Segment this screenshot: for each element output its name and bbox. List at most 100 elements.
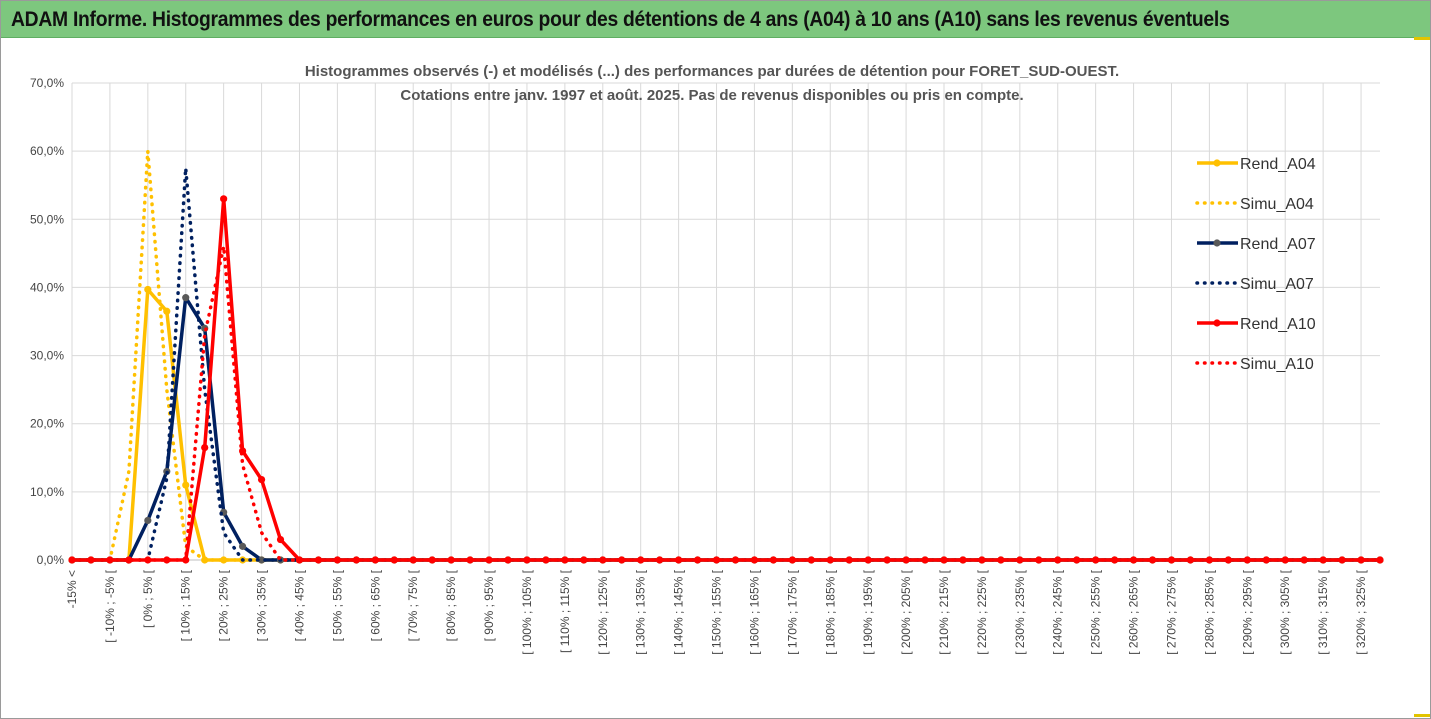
x-tick-label: [ 290% ; 295% [ bbox=[1240, 569, 1254, 654]
data-point bbox=[712, 556, 721, 564]
legend-label: Simu_A10 bbox=[1240, 356, 1314, 373]
data-point bbox=[959, 556, 967, 564]
data-point bbox=[163, 307, 171, 315]
x-tick-label: [ 250% ; 255% [ bbox=[1089, 569, 1103, 654]
data-point bbox=[1281, 556, 1289, 564]
x-tick-label: [ 310% ; 315% [ bbox=[1316, 569, 1330, 654]
data-point bbox=[352, 556, 360, 564]
chart-title: Histogrammes observés (-) et modélisés (… bbox=[305, 63, 1119, 104]
y-tick-label: 10,0% bbox=[30, 485, 64, 499]
legend-label: Rend_A07 bbox=[1240, 236, 1316, 253]
data-point bbox=[201, 443, 209, 452]
series-line-rend-a07 bbox=[72, 295, 1380, 562]
series-line-simu-a10 bbox=[70, 244, 1382, 562]
data-point bbox=[144, 285, 152, 294]
x-tick-label: [ 0% ; 5% [ bbox=[141, 569, 155, 628]
x-tick-label: [ 150% ; 155% [ bbox=[710, 569, 724, 654]
x-tick-label: [ 270% ; 275% [ bbox=[1164, 569, 1178, 654]
x-tick-label: [ 20% ; 25% [ bbox=[217, 569, 231, 641]
x-tick-label: [ 60% ; 65% [ bbox=[368, 569, 382, 641]
data-point bbox=[921, 556, 929, 564]
x-tick-label: [ 70% ; 75% [ bbox=[406, 569, 420, 641]
x-tick-label: [ 120% ; 125% [ bbox=[596, 569, 610, 654]
data-point bbox=[466, 556, 474, 564]
y-tick-label: 30,0% bbox=[30, 349, 64, 363]
data-point bbox=[239, 542, 247, 550]
y-tick-label: 20,0% bbox=[30, 417, 64, 431]
data-point bbox=[314, 556, 323, 564]
data-point bbox=[504, 556, 512, 564]
x-tick-label: [ 140% ; 145% [ bbox=[672, 569, 686, 654]
data-point bbox=[750, 556, 759, 564]
x-tick-label: [ 30% ; 35% [ bbox=[255, 569, 269, 641]
x-tick-label: [ 50% ; 55% [ bbox=[330, 569, 344, 641]
x-tick-label: [ 280% ; 285% [ bbox=[1202, 569, 1216, 654]
data-point bbox=[1111, 556, 1119, 564]
x-tick-label: [ 210% ; 215% [ bbox=[937, 569, 951, 654]
series-line-rend-a10 bbox=[72, 197, 1380, 562]
x-tick-label: [ 90% ; 95% [ bbox=[482, 569, 496, 641]
legend-marker bbox=[1213, 319, 1221, 327]
legend-label: Simu_A07 bbox=[1240, 276, 1314, 293]
data-point bbox=[1319, 556, 1327, 564]
corner-accent-top bbox=[1414, 37, 1430, 40]
legend-marker bbox=[1213, 159, 1221, 167]
data-point bbox=[220, 556, 228, 564]
report-banner: ADAM Informe. Histogrammes des performan… bbox=[1, 1, 1430, 38]
data-point bbox=[220, 195, 228, 203]
x-tick-label: [ 170% ; 175% [ bbox=[785, 569, 799, 654]
y-tick-label: 70,0% bbox=[30, 76, 64, 90]
chart-series bbox=[68, 149, 1384, 564]
data-point bbox=[182, 294, 190, 302]
legend-marker bbox=[1213, 239, 1221, 247]
y-tick-label: 50,0% bbox=[30, 212, 64, 226]
data-point bbox=[428, 556, 436, 564]
x-tick-label: -15% < bbox=[65, 570, 79, 608]
data-point bbox=[997, 556, 1005, 564]
x-tick-label: [ 180% ; 185% [ bbox=[823, 569, 837, 654]
gridlines bbox=[71, 82, 1380, 561]
axes: 0,0% 10,0% 20,0% 30,0% 40,0% 50,0% 60,0% 70,0% -… bbox=[30, 76, 1380, 655]
data-point bbox=[257, 556, 266, 564]
data-point bbox=[675, 556, 683, 564]
x-tick-label: [ 10% ; 15% [ bbox=[179, 569, 193, 641]
x-tick-label: [ 240% ; 245% [ bbox=[1051, 569, 1065, 654]
x-tick-label: [ 80% ; 85% [ bbox=[444, 569, 458, 641]
legend-label: Simu_A04 bbox=[1240, 196, 1314, 213]
data-point bbox=[257, 475, 266, 484]
x-tick-label: [ 200% ; 205% [ bbox=[899, 569, 913, 654]
x-tick-label: [ 100% ; 105% [ bbox=[520, 569, 534, 654]
chart-title-line: Histogrammes observés (-) et modélisés (… bbox=[305, 63, 1119, 80]
data-point bbox=[1376, 556, 1384, 564]
data-point bbox=[637, 556, 645, 564]
x-tick-label: [ 130% ; 135% [ bbox=[634, 569, 648, 654]
data-point bbox=[1186, 556, 1195, 564]
x-tick-label: [ 40% ; 45% [ bbox=[292, 569, 306, 641]
data-point bbox=[182, 481, 190, 489]
data-point bbox=[864, 556, 872, 564]
data-point bbox=[1148, 556, 1157, 564]
report-title: ADAM Informe. Histogrammes des performan… bbox=[11, 8, 1230, 31]
x-tick-label: [ -10% ; -5% [ bbox=[103, 569, 117, 642]
y-tick-label: 60,0% bbox=[30, 144, 64, 158]
x-tick-label: [ 220% ; 225% [ bbox=[975, 569, 989, 654]
data-point bbox=[87, 556, 95, 564]
chart-legend: Rend_A04 Simu_A04 Rend_A07 Simu_A07 Rend_A10… bbox=[1195, 156, 1316, 373]
data-point bbox=[599, 556, 607, 564]
data-point bbox=[390, 556, 398, 564]
x-tick-label: [ 190% ; 195% [ bbox=[861, 569, 875, 654]
corner-accent-bottom bbox=[1414, 714, 1430, 717]
x-tick-label: [ 230% ; 235% [ bbox=[1013, 569, 1027, 654]
data-point bbox=[144, 516, 152, 525]
data-point bbox=[163, 556, 171, 564]
data-point bbox=[826, 556, 834, 564]
data-point bbox=[276, 535, 285, 544]
series-line-rend-a04 bbox=[72, 287, 1380, 562]
data-point bbox=[1224, 556, 1232, 564]
data-point bbox=[1073, 556, 1081, 564]
data-point bbox=[1357, 556, 1365, 564]
data-point bbox=[1035, 556, 1043, 564]
y-tick-label: 40,0% bbox=[30, 280, 64, 294]
legend-label: Rend_A10 bbox=[1240, 316, 1316, 333]
